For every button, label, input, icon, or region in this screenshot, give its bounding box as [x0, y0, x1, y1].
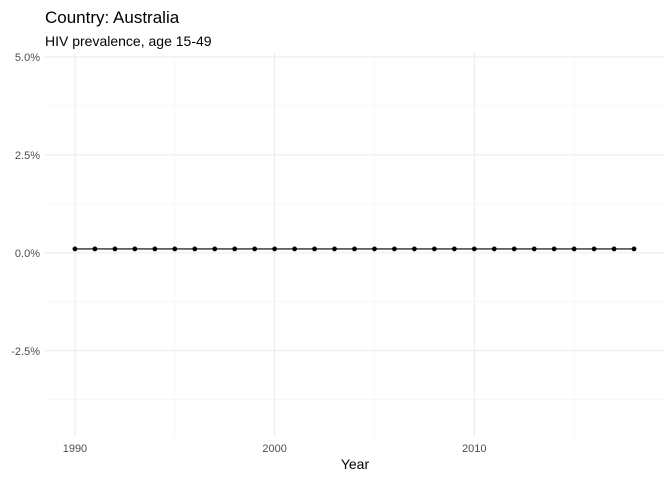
- grid: [45, 53, 664, 437]
- data-point: [272, 246, 278, 252]
- data-point: [72, 246, 78, 252]
- data-point: [352, 246, 357, 252]
- data-point: [332, 246, 337, 252]
- data-point: [252, 246, 258, 252]
- data-point: [491, 246, 497, 252]
- data-point: [372, 246, 377, 252]
- data-point: [431, 246, 437, 252]
- data-point: [471, 246, 477, 252]
- data-point: [551, 246, 557, 252]
- data-point: [112, 246, 118, 252]
- data-point: [451, 246, 457, 252]
- x-tick-label: 2000: [262, 443, 286, 455]
- y-tick-label: 5.0%: [15, 52, 40, 64]
- data-point: [571, 246, 577, 252]
- data-point: [611, 246, 617, 252]
- data-point: [312, 246, 317, 252]
- data-point: [631, 246, 637, 252]
- x-tick-label: 1990: [63, 443, 87, 455]
- data-point: [152, 246, 158, 252]
- y-tick-label: -2.5%: [11, 346, 40, 358]
- x-axis-title: Year: [341, 456, 370, 472]
- data-point: [392, 246, 397, 252]
- data-point: [591, 246, 597, 252]
- x-axis: 1990 2000 2010: [63, 443, 487, 455]
- series: [72, 246, 637, 252]
- data-point: [172, 246, 178, 252]
- data-point: [292, 246, 297, 252]
- data-point: [212, 246, 218, 252]
- data-point: [192, 246, 198, 252]
- data-point: [92, 246, 98, 252]
- data-point: [531, 246, 537, 252]
- y-tick-label: 2.5%: [15, 150, 40, 162]
- x-tick-label: 2010: [462, 443, 486, 455]
- chart-subtitle: HIV prevalence, age 15-49: [45, 33, 212, 49]
- y-tick-label: 0.0%: [15, 248, 40, 260]
- data-point: [511, 246, 517, 252]
- y-axis: 5.0% 2.5% 0.0% -2.5%: [11, 52, 40, 358]
- data-point: [132, 246, 138, 252]
- data-point: [232, 246, 238, 252]
- chart-title: Country: Australia: [45, 8, 180, 27]
- data-point: [412, 246, 417, 252]
